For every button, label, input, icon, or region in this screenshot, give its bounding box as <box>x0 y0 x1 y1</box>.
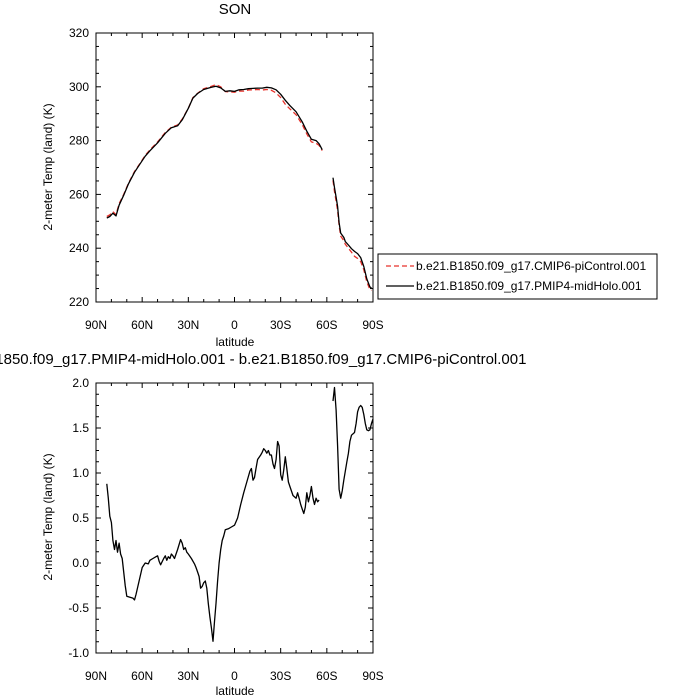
top-x-tick-label: 90N <box>85 318 107 332</box>
top-x-axis-label: latitude <box>216 335 255 349</box>
top-series-line-1 <box>332 177 372 289</box>
bottom-x-tick-label: 60N <box>131 669 153 683</box>
bottom-y-tick-label: 2.0 <box>72 376 89 390</box>
bottom-y-axis-label: 2-meter Temp (land) (K) <box>41 453 55 580</box>
top-x-tick-label: 90S <box>362 318 383 332</box>
top-chart-title: SON <box>219 1 252 18</box>
top-x-ticks: 90N 60N 30N 0 30S 60S 90S <box>85 33 384 332</box>
top-y-tick-label: 260 <box>69 187 89 201</box>
bottom-x-tick-label: 30S <box>270 669 291 683</box>
bottom-y-tick-label: -1.0 <box>68 646 89 660</box>
top-x-tick-label: 60S <box>316 318 337 332</box>
bottom-series-group <box>106 386 374 642</box>
bottom-chart-title: b.e21.B1850.f09_g17.PMIP4-midHolo.001 - … <box>0 351 526 368</box>
legend-label-midholo: b.e21.B1850.f09_g17.PMIP4-midHolo.001 <box>416 279 642 293</box>
top-x-tick-label: 30N <box>177 318 199 332</box>
top-series-group <box>106 83 372 291</box>
top-y-tick-label: 300 <box>69 80 89 94</box>
top-series-line-1 <box>106 85 323 219</box>
bottom-x-tick-label: 90S <box>362 669 383 683</box>
bottom-y-tick-label: 1.5 <box>72 421 89 435</box>
bottom-x-tick-label: 90N <box>85 669 107 683</box>
bottom-y-tick-label: 0.5 <box>72 511 89 525</box>
top-y-tick-label: 280 <box>69 134 89 148</box>
legend: b.e21.B1850.f09_g17.CMIP6-piControl.001 … <box>377 253 658 300</box>
bottom-x-ticks: 90N 60N 30N 0 30S 60S 90S <box>85 383 384 683</box>
top-x-tick-label: 60N <box>131 318 153 332</box>
bottom-chart-panel: b.e21.B1850.f09_g17.PMIP4-midHolo.001 - … <box>0 351 526 698</box>
bottom-series-line-0 <box>332 386 374 499</box>
top-y-axis-label: 2-meter Temp (land) (K) <box>41 103 55 230</box>
bottom-plot-frame <box>95 382 374 654</box>
bottom-series-line-0 <box>106 440 320 642</box>
bottom-y-ticks: -1.0 -0.5 0.0 0.5 1.0 1.5 2.0 <box>68 376 373 660</box>
top-x-tick-label: 30S <box>270 318 291 332</box>
bottom-x-tick-label: 60S <box>316 669 337 683</box>
top-series-line-0 <box>106 83 323 218</box>
bottom-y-tick-label: -0.5 <box>68 601 89 615</box>
top-y-tick-label: 320 <box>69 26 89 40</box>
top-y-tick-label: 220 <box>69 295 89 309</box>
bottom-x-axis-label: latitude <box>216 684 255 698</box>
bottom-y-tick-label: 1.0 <box>72 466 89 480</box>
top-y-ticks: 220 240 260 280 300 320 <box>69 26 373 309</box>
top-x-tick-label: 0 <box>231 318 238 332</box>
legend-box <box>377 253 658 300</box>
top-chart-panel: SON 90N 60N 30N 0 30S 60S 90S 220 240 260 280 300 3… <box>41 1 658 349</box>
bottom-x-tick-label: 0 <box>231 669 238 683</box>
bottom-x-tick-label: 30N <box>177 669 199 683</box>
top-y-tick-label: 240 <box>69 241 89 255</box>
bottom-y-tick-label: 0.0 <box>72 556 89 570</box>
legend-label-picontrol: b.e21.B1850.f09_g17.CMIP6-piControl.001 <box>416 259 646 273</box>
